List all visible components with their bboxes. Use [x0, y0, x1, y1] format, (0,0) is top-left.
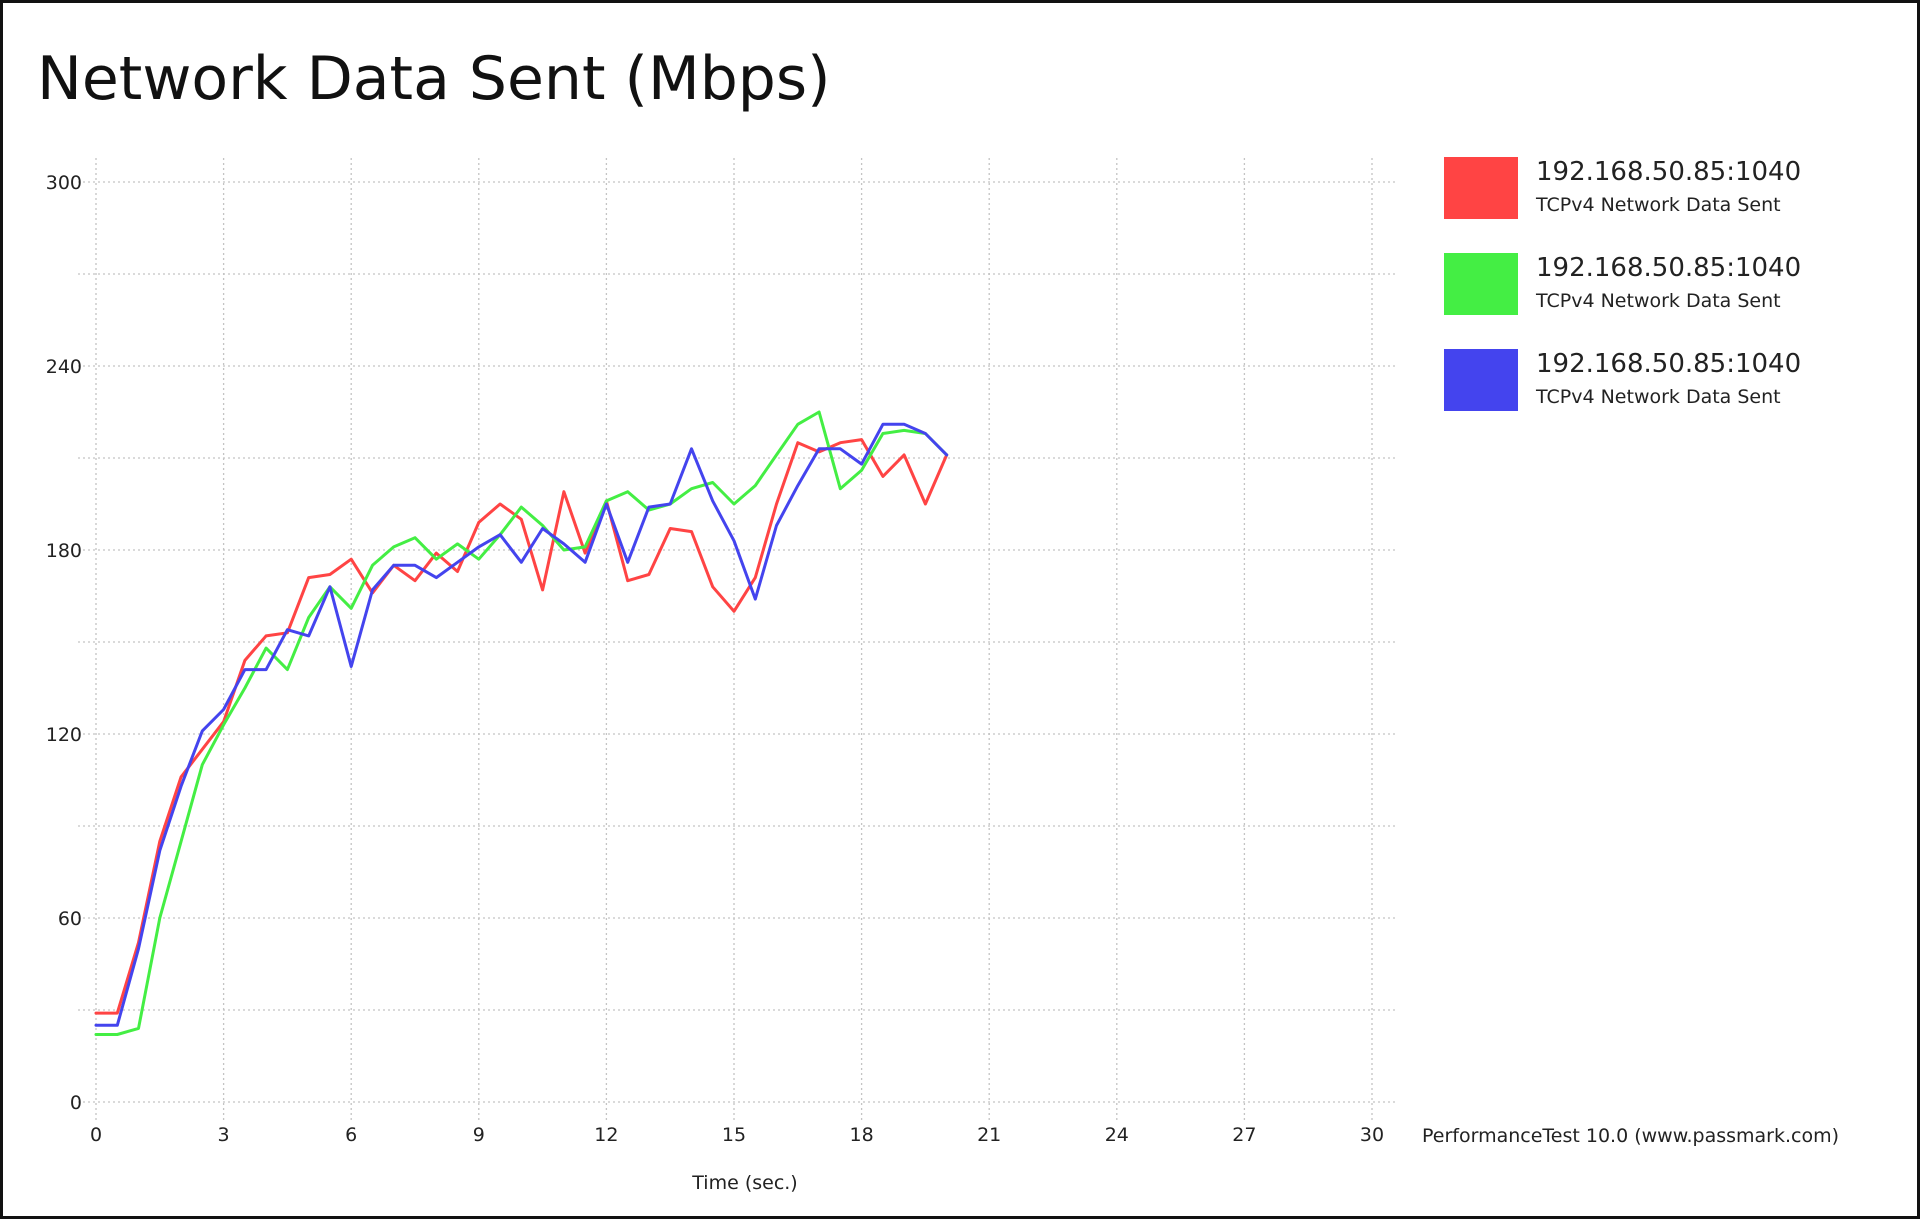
x-tick-label: 27 [1232, 1124, 1256, 1146]
y-tick-label: 300 [46, 172, 82, 194]
legend-series-description: TCPv4 Network Data Sent [1536, 290, 1781, 312]
legend-series-name: 192.168.50.85:1040 [1536, 253, 1802, 283]
legend-item-red: 192.168.50.85:1040 TCPv4 Network Data Se… [1444, 157, 1864, 227]
x-axis-label: Time (sec.) [691, 1172, 797, 1194]
legend-item-blue: 192.168.50.85:1040 TCPv4 Network Data Se… [1444, 349, 1864, 419]
y-tick-label: 240 [46, 356, 82, 378]
series-line-3 [94, 422, 949, 1027]
y-tick-label: 180 [46, 540, 82, 562]
y-tick-label: 120 [46, 724, 82, 746]
legend-swatch-green [1444, 253, 1518, 315]
legend-series-description: TCPv4 Network Data Sent [1536, 386, 1781, 408]
x-tick-label: 30 [1360, 1124, 1384, 1146]
y-tick-label: 60 [58, 908, 82, 930]
x-tick-label: 12 [594, 1124, 618, 1146]
x-tick-label: 18 [850, 1124, 874, 1146]
credit-text: PerformanceTest 10.0 (www.passmark.com) [1422, 1125, 1840, 1147]
x-tick-label: 0 [90, 1124, 102, 1146]
grid-lines [78, 158, 1395, 1120]
legend-series-description: TCPv4 Network Data Sent [1536, 194, 1781, 216]
x-tick-label: 21 [977, 1124, 1001, 1146]
x-tick-label: 3 [218, 1124, 230, 1146]
x-tick-label: 9 [473, 1124, 485, 1146]
chart-title: Network Data Sent (Mbps) [37, 44, 831, 114]
series-line-2 [94, 410, 949, 1036]
y-tick-label: 0 [70, 1092, 82, 1114]
series-lines [94, 410, 949, 1036]
legend-item-green: 192.168.50.85:1040 TCPv4 Network Data Se… [1444, 253, 1864, 323]
legend-swatch-blue [1444, 349, 1518, 411]
legend-series-name: 192.168.50.85:1040 [1536, 157, 1802, 187]
x-tick-label: 15 [722, 1124, 746, 1146]
legend-series-name: 192.168.50.85:1040 [1536, 349, 1802, 379]
legend-swatch-red [1444, 157, 1518, 219]
x-tick-label: 6 [345, 1124, 357, 1146]
x-tick-label: 24 [1105, 1124, 1129, 1146]
